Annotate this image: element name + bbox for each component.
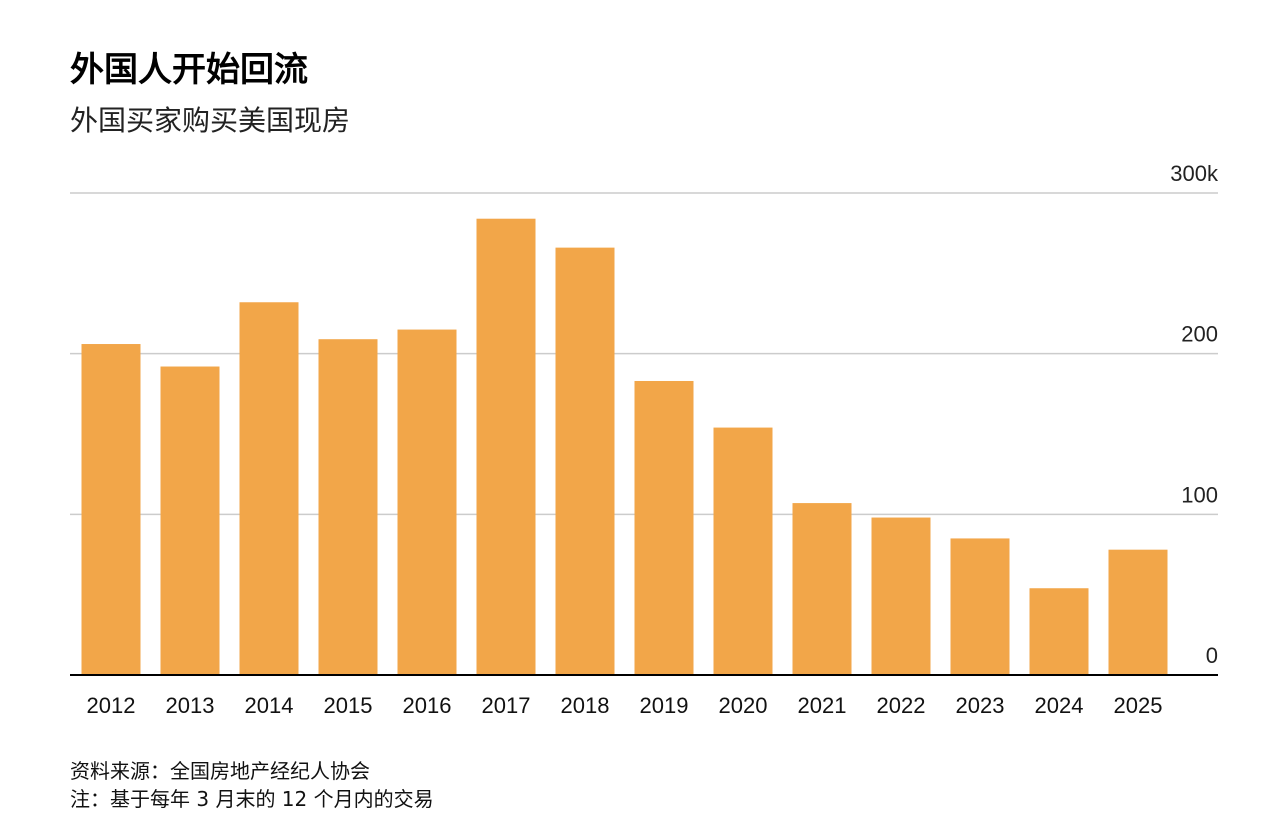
x-tick-label: 2022 (877, 693, 926, 718)
x-tick-label: 2012 (87, 693, 136, 718)
bar-2024 (1029, 588, 1089, 675)
bar-2016 (397, 329, 457, 675)
x-tick-label: 2013 (166, 693, 215, 718)
x-tick-label: 2016 (403, 693, 452, 718)
bar-2018 (555, 247, 615, 676)
x-tick-label: 2023 (956, 693, 1005, 718)
bar-2020 (713, 427, 773, 675)
bar-2015 (318, 339, 378, 675)
x-axis-labels: 2012 2013 2014 2015 2016 2017 2018 2019 2020 2021… (87, 693, 1163, 718)
x-tick-label: 2024 (1035, 693, 1084, 718)
y-tick-label: 100 (1181, 482, 1218, 507)
source-note: 资料来源：全国房地产经纪人协会 (70, 759, 370, 783)
x-tick-label: 2021 (798, 693, 847, 718)
bar-2021 (792, 503, 852, 675)
bar-2022 (871, 517, 931, 675)
chart-title: 外国人开始回流 (70, 50, 308, 90)
y-tick-label: 0 (1206, 643, 1218, 668)
x-tick-label: 2020 (719, 693, 768, 718)
x-tick-label: 2018 (561, 693, 610, 718)
bars-group (81, 218, 1168, 676)
bar-2023 (950, 538, 1010, 675)
bar-2013 (160, 366, 220, 675)
bar-chart: 300k 200 100 0 2012 2013 2014 2015 2016 2017 2018… (70, 161, 1219, 718)
footnote: 注：基于每年 3 月末的 12 个月内的交易 (70, 787, 434, 811)
chart-subtitle: 外国买家购买美国现房 (70, 104, 351, 137)
y-tick-label: 200 (1181, 322, 1218, 347)
y-axis-labels: 300k 200 100 0 (1170, 161, 1219, 668)
bar-2012 (81, 344, 141, 675)
bar-2017 (476, 218, 536, 675)
x-tick-label: 2019 (640, 693, 689, 718)
x-tick-label: 2025 (1114, 693, 1163, 718)
x-tick-label: 2014 (245, 693, 294, 718)
bar-2019 (634, 380, 694, 675)
x-tick-label: 2017 (482, 693, 531, 718)
bar-2025 (1108, 549, 1168, 675)
bar-2014 (239, 302, 299, 675)
x-tick-label: 2015 (324, 693, 373, 718)
y-tick-label: 300k (1170, 161, 1219, 186)
